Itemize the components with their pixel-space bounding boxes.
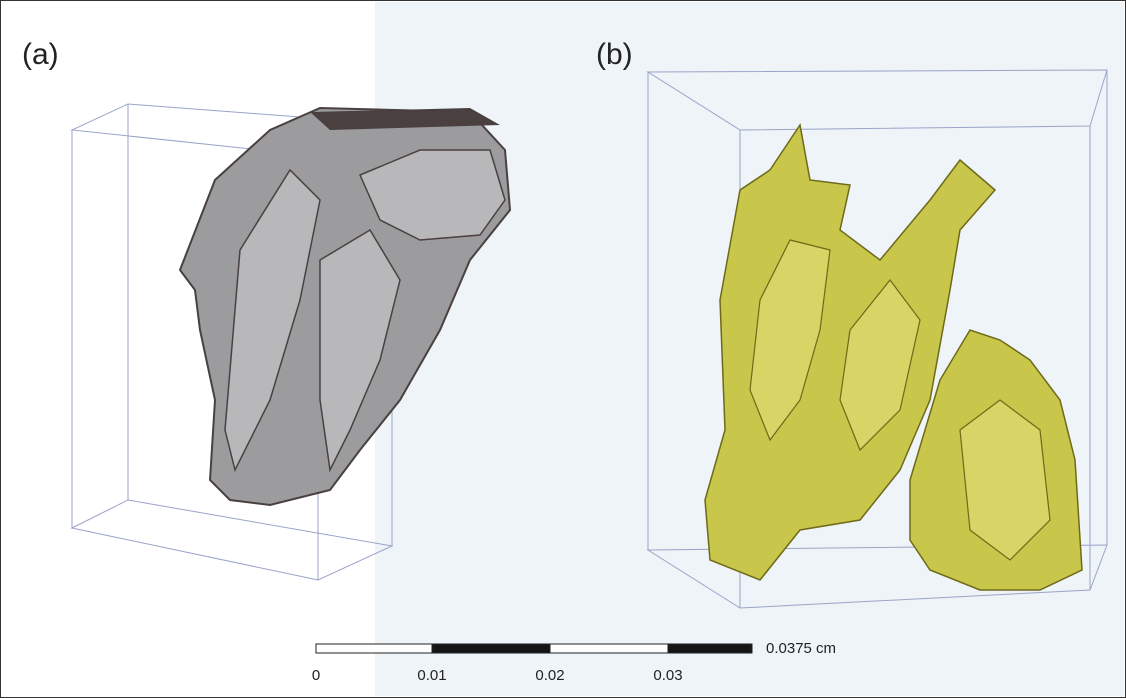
panel-label: (a)	[22, 38, 59, 71]
panel-label: (b)	[596, 38, 633, 71]
scale-tick-label: 0	[312, 667, 320, 684]
scale-end-label: 0.0375 cm	[766, 640, 836, 657]
scale-segment	[432, 644, 550, 653]
figure: (a) (b) 0 0.01 0.02 0.03 0.0375 cm	[0, 0, 1126, 698]
scale-segment	[316, 644, 432, 653]
scale-segment	[668, 644, 752, 653]
scale-tick-label: 0.01	[417, 667, 446, 684]
scale-tick-label: 0.02	[535, 667, 564, 684]
scale-tick-label: 0.03	[653, 667, 682, 684]
scale-segment	[550, 644, 668, 653]
page: {"panels": [{"label": "(a)"}, {"label": …	[0, 0, 1126, 698]
